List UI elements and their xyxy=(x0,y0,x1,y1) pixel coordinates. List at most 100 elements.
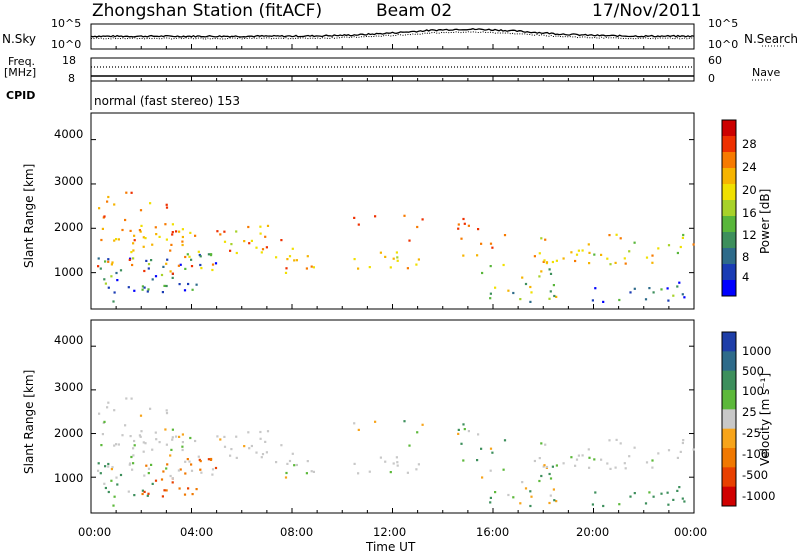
power-cell xyxy=(462,254,465,257)
velocity-cell xyxy=(138,434,141,437)
power-cell xyxy=(406,267,409,270)
velocity-cell xyxy=(190,469,194,472)
velocity-cell xyxy=(154,479,158,482)
power-cell xyxy=(540,237,543,240)
power-cell xyxy=(503,234,507,237)
velocity-cbar-tick: 500 xyxy=(742,364,764,378)
velocity-cell xyxy=(648,491,651,494)
velocity-cell xyxy=(265,451,268,454)
velocity-cell xyxy=(179,468,182,471)
velocity-cell xyxy=(250,444,253,448)
power-cell xyxy=(187,282,190,286)
power-cell xyxy=(652,291,655,294)
velocity-cell xyxy=(223,445,227,448)
velocity-cell xyxy=(392,462,395,465)
power-cell xyxy=(551,260,554,264)
velocity-cell xyxy=(295,463,298,467)
velocity-cell xyxy=(676,489,679,492)
velocity-cell xyxy=(614,466,617,469)
power-cell xyxy=(682,233,685,237)
nave-label: Nave xyxy=(752,66,781,79)
velocity-cell xyxy=(476,459,479,462)
power-cell xyxy=(125,191,128,194)
power-colorbar-segment xyxy=(722,184,736,201)
velocity-cell xyxy=(457,428,460,431)
power-cell xyxy=(181,235,184,239)
velocity-cell xyxy=(207,458,210,461)
velocity-cell xyxy=(395,456,398,459)
velocity-cell xyxy=(633,492,636,495)
power-cell xyxy=(119,269,123,272)
power-cell xyxy=(416,225,419,229)
velocity-cell xyxy=(489,469,492,472)
power-cell xyxy=(183,289,187,292)
power-cell xyxy=(368,266,371,269)
velocity-cell xyxy=(155,438,158,441)
power-cell xyxy=(132,242,135,245)
power-cell xyxy=(512,291,515,295)
power-cell xyxy=(144,237,147,240)
velocity-cell xyxy=(503,439,507,442)
power-cell xyxy=(113,203,116,206)
power-cell xyxy=(667,244,671,247)
power-cell xyxy=(99,267,102,270)
velocity-cell xyxy=(357,428,360,431)
velocity-cell xyxy=(124,424,127,427)
velocity-cell xyxy=(682,439,685,442)
power-colorbar-segment xyxy=(722,232,736,249)
velocity-cell xyxy=(216,435,219,438)
velocity-cell xyxy=(158,441,161,444)
velocity-cell xyxy=(181,441,184,444)
power-cell xyxy=(259,232,262,235)
x-tick-label: 00:00 xyxy=(78,525,112,539)
velocity-cell xyxy=(512,496,515,499)
velocity-cell xyxy=(489,496,492,499)
velocity-cell xyxy=(651,466,654,469)
power-cell xyxy=(259,225,262,228)
velocity-cell xyxy=(171,436,174,439)
velocity-cell xyxy=(165,467,168,470)
velocity-cell xyxy=(264,440,267,443)
velocity-cell xyxy=(154,431,157,434)
velocity-cell xyxy=(624,467,627,470)
velocity-cell xyxy=(618,503,621,506)
power-cell xyxy=(113,239,116,242)
power-cell xyxy=(130,191,133,194)
velocity-cell xyxy=(113,495,116,498)
velocity-colorbar-segment xyxy=(722,332,736,352)
velocity-cell xyxy=(115,476,118,479)
power-cell xyxy=(191,288,194,291)
power-cell xyxy=(207,253,210,256)
power-cell xyxy=(171,233,174,236)
velocity-cell xyxy=(480,447,483,450)
power-cell xyxy=(133,239,136,242)
velocity-cell xyxy=(384,460,387,463)
velocity-cell xyxy=(104,486,107,490)
velocity-cell xyxy=(683,500,686,503)
velocity-cell xyxy=(112,504,115,507)
velocity-cell xyxy=(132,462,135,465)
power-colorbar-frame xyxy=(721,119,737,297)
velocity-cell xyxy=(133,439,136,443)
velocity-cell xyxy=(104,465,107,468)
velocity-cell xyxy=(629,495,632,498)
power-cell xyxy=(115,271,118,275)
velocity-cell xyxy=(615,438,618,441)
velocity-cell xyxy=(280,444,283,447)
noise-right-tick-top: 10^5 xyxy=(708,17,739,30)
power-cell xyxy=(181,240,184,243)
velocity-cell xyxy=(489,447,493,450)
power-cell xyxy=(548,297,551,300)
velocity-cell xyxy=(132,447,135,450)
power-y-tick: 1000 xyxy=(54,265,84,279)
velocity-cell xyxy=(467,430,470,433)
x-tick-label: 16:00 xyxy=(476,525,510,539)
power-cell xyxy=(110,275,113,278)
velocity-cell xyxy=(200,471,203,474)
power-cell xyxy=(489,297,492,300)
velocity-cell xyxy=(545,465,549,469)
power-cell xyxy=(457,227,460,230)
velocity-cell xyxy=(259,430,262,434)
power-cell xyxy=(229,249,232,252)
power-cell xyxy=(223,240,227,243)
